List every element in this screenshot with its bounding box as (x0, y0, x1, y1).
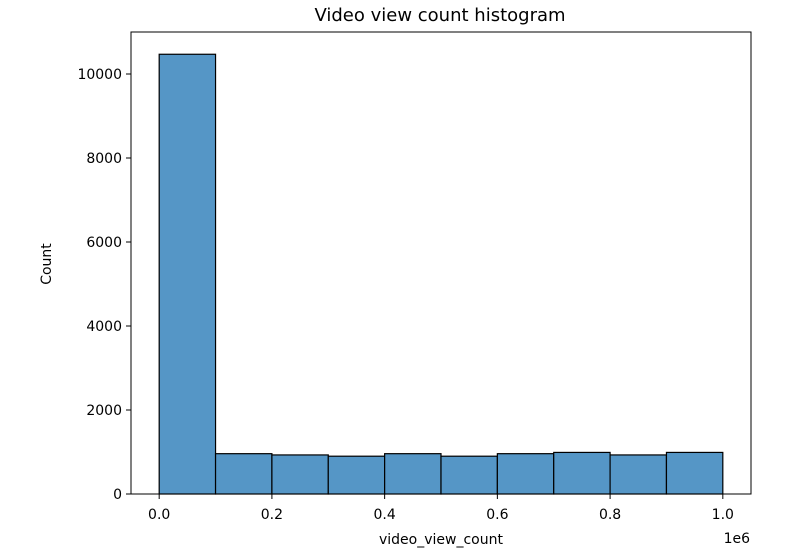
histogram-bar-3 (327, 455, 386, 495)
histogram-bar-9 (665, 451, 724, 495)
histogram-bar-5 (440, 455, 498, 495)
y-axis-ticks: 0 2000 4000 6000 8000 10000 (77, 67, 131, 503)
x-tick-label-3: 0.6 (486, 507, 508, 523)
bars-group (158, 53, 724, 495)
x-tick-label-1: 0.2 (261, 507, 283, 523)
y-tick-label-0: 0 (113, 487, 122, 503)
y-tick-label-4: 8000 (86, 151, 122, 167)
y-tick-label-1: 2000 (86, 403, 122, 419)
x-axis-offset-label: 1e6 (724, 531, 751, 547)
x-tick-label-2: 0.4 (374, 507, 396, 523)
y-tick-label-5: 10000 (77, 67, 122, 83)
x-tick-label-4: 0.8 (599, 507, 621, 523)
y-tick-label-3: 6000 (86, 235, 122, 251)
x-tick-label-5: 1.0 (712, 507, 734, 523)
x-axis-ticks: 0.0 0.2 0.4 0.6 0.8 1.0 (148, 494, 734, 523)
histogram-bar-8 (609, 454, 668, 495)
x-tick-label-0: 0.0 (148, 507, 170, 523)
histogram-bar-7 (553, 451, 611, 495)
histogram-bar-2 (271, 454, 329, 495)
plot-frame (130, 31, 752, 495)
histogram-bar-0 (158, 53, 217, 495)
chart-title: Video view count histogram (314, 5, 565, 26)
y-axis-label: Count (39, 243, 55, 285)
y-tick-label-2: 4000 (86, 319, 122, 335)
histogram-bar-6 (496, 453, 555, 495)
x-axis-label: video_view_count (379, 532, 503, 548)
histogram-bar-4 (384, 453, 442, 495)
histogram-bar-1 (214, 453, 273, 495)
